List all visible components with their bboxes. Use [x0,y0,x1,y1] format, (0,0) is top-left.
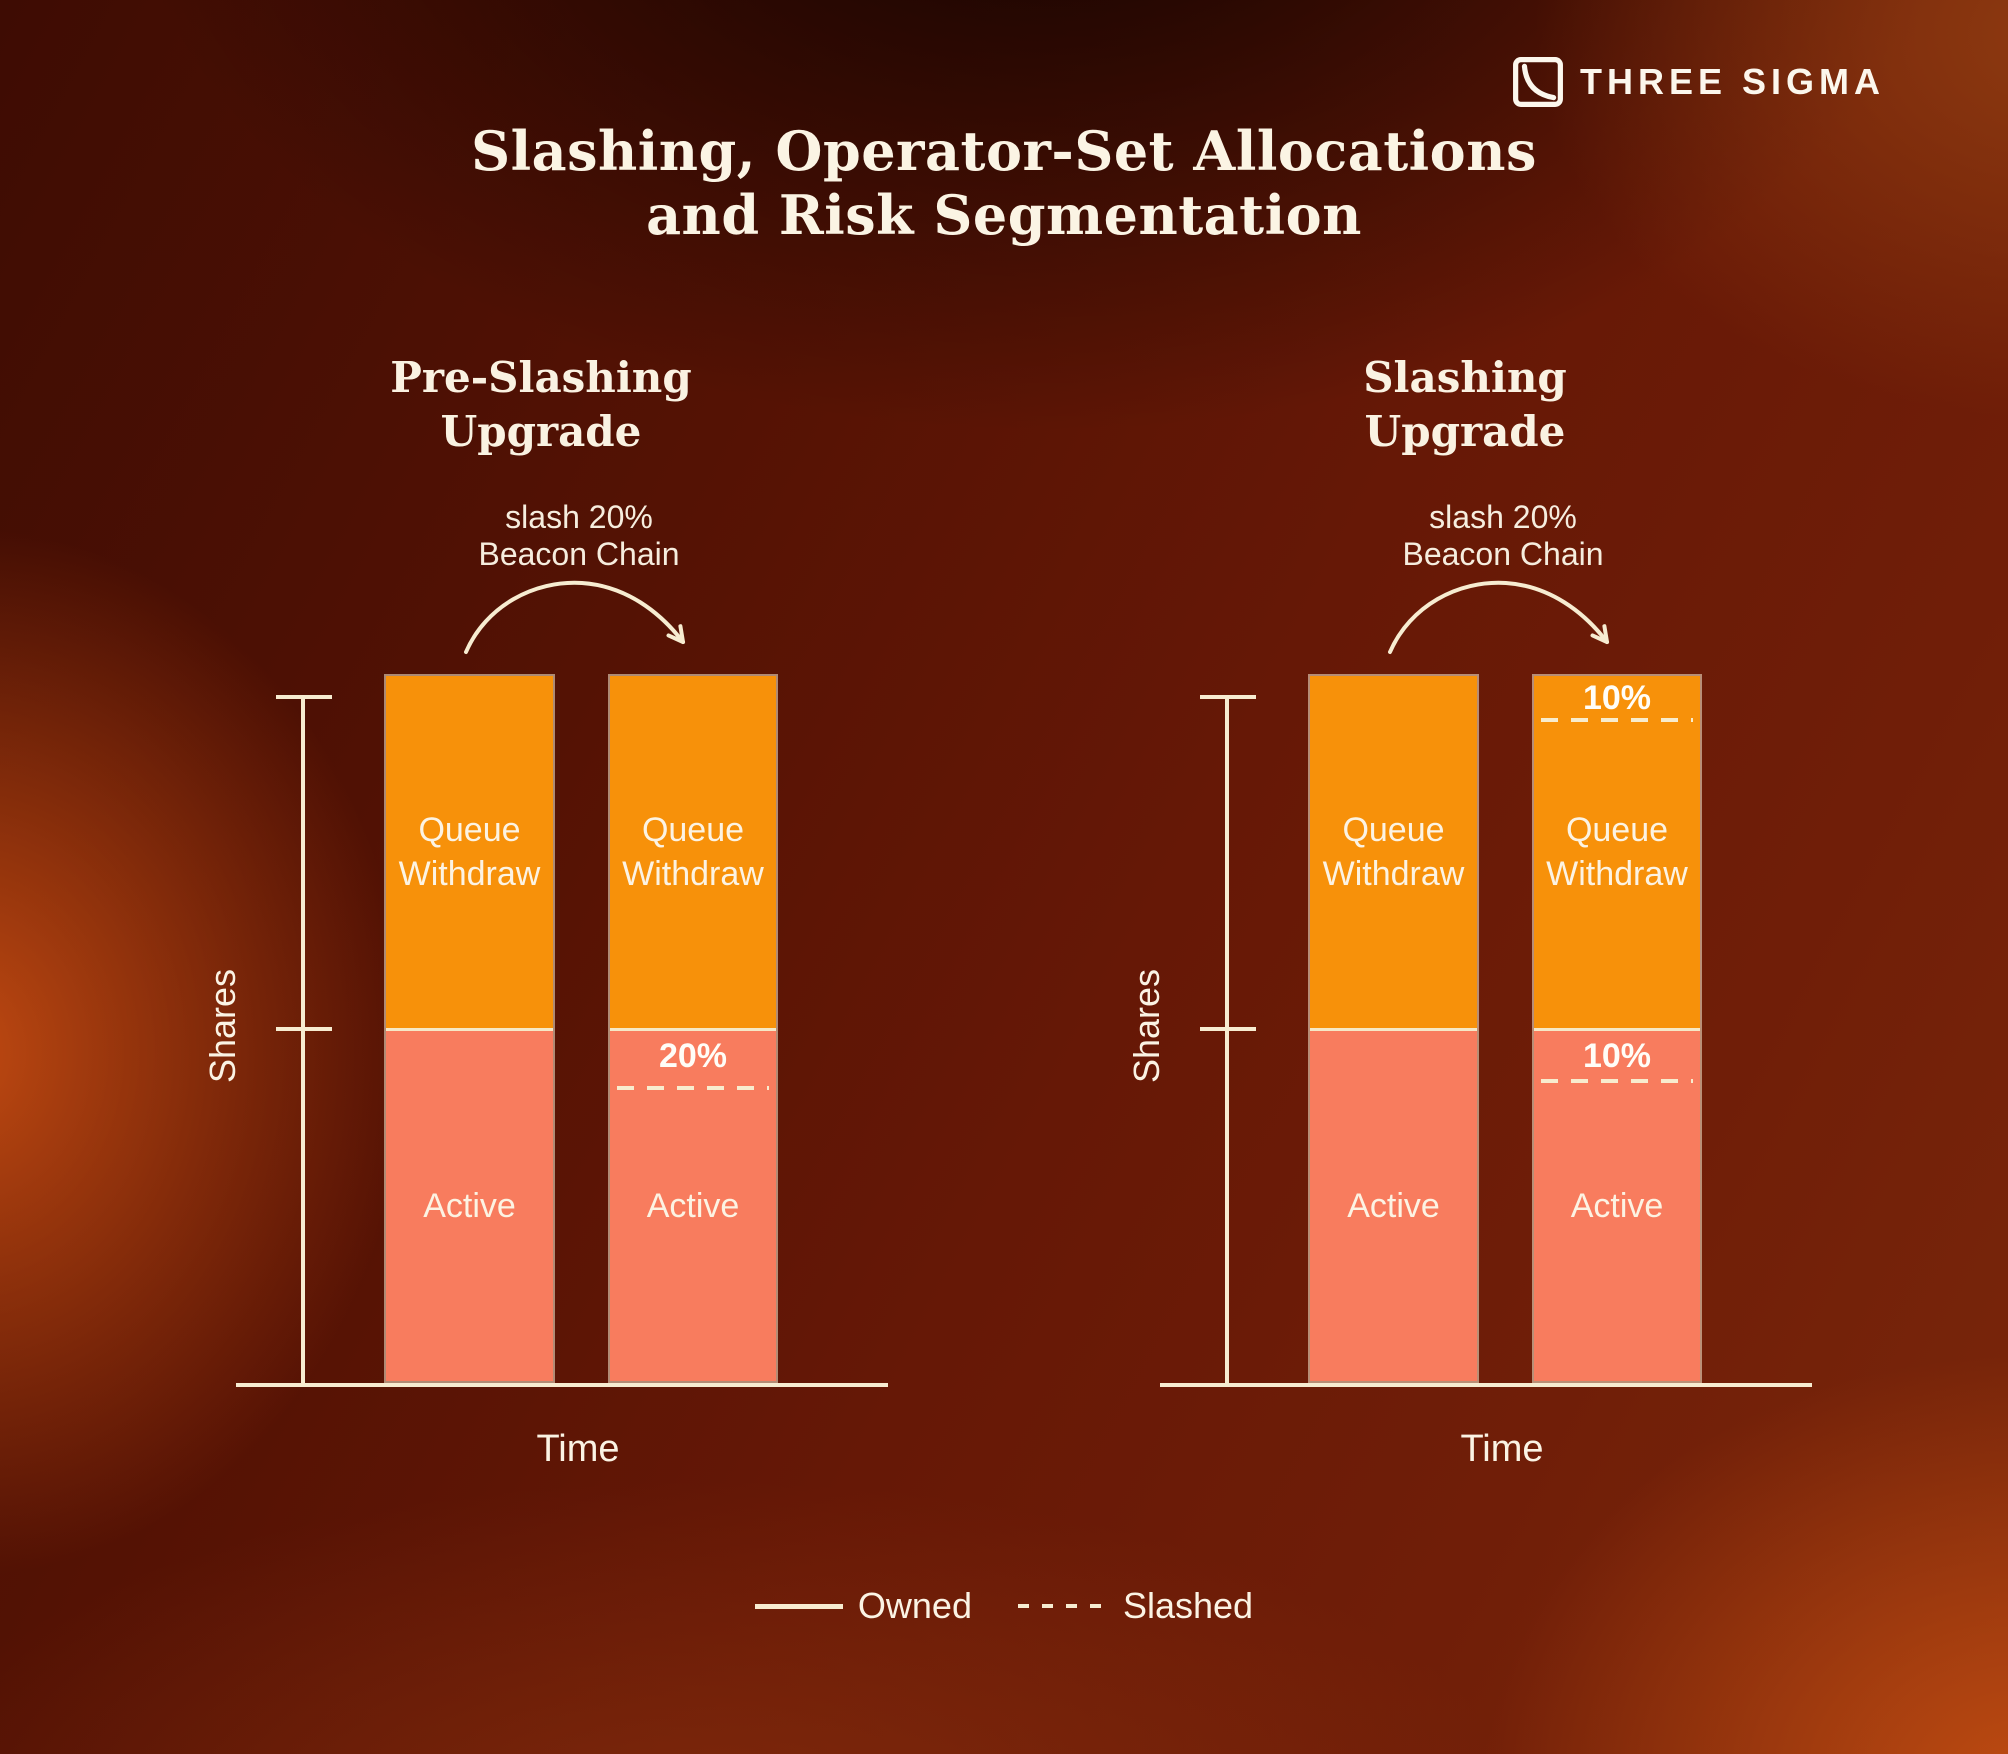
shares-axis-tick-mid [276,1027,332,1031]
legend: Owned Slashed [0,1585,2008,1627]
slash-annotation-line2: Beacon Chain [478,536,680,572]
x-axis-label: Time [1460,1428,1544,1470]
stacked-bar-after-slash: Queue Withdraw 20% Active [608,674,778,1383]
legend-item-owned: Owned [754,1585,972,1627]
shares-axis [1225,697,1229,1385]
slash-annotation: slash 20% Beacon Chain [1353,499,1653,573]
bar-segment-active: Active [1310,1031,1477,1381]
panel-subtitle-line1: Slashing [1363,353,1567,402]
segment-label: Active [423,1187,516,1225]
three-sigma-logo: THREE SIGMA [1512,56,1885,108]
three-sigma-logo-icon [1513,57,1563,107]
three-sigma-logo-text: THREE SIGMA [1580,61,1886,102]
bar-segment-queue-withdraw: 10% Queue Withdraw [1534,676,1700,1031]
panel-slashing-upgrade: Slashing Upgrade slash 20% Beacon Chain … [924,0,1914,1540]
slashed-dashed-line [617,1086,769,1090]
slash-annotation-line2: Beacon Chain [1402,536,1604,572]
stacked-bar-before-slash: Queue Withdraw Active [384,674,555,1383]
slashed-percent-label: 10% [1582,1037,1652,1075]
owned-solid-line-icon [754,1603,843,1609]
stacked-bar-after-slash: 10% Queue Withdraw 10% Active [1532,674,1702,1383]
slash-annotation: slash 20% Beacon Chain [429,499,729,573]
curved-arrow-icon [464,580,685,654]
shares-axis-tick-top [1200,695,1256,699]
segment-label: Queue Withdraw [1546,811,1688,893]
shares-axis-tick-mid [1200,1027,1256,1031]
x-axis-label: Time [536,1428,620,1470]
slashed-percent-label: 20% [658,1037,728,1075]
y-axis-label: Shares [1126,968,1167,1084]
shares-axis-tick-top [276,695,332,699]
bar-segment-active: 20% Active [610,1031,776,1381]
slashed-dashed-line [1541,1079,1693,1083]
slashed-dashed-line [1541,718,1693,722]
slashed-percent-label: 10% [1582,679,1652,717]
segment-label: Active [1570,1187,1664,1225]
segment-label: Active [1347,1187,1440,1225]
bar-segment-active: Active [386,1031,553,1381]
slashed-dashed-line-icon [1017,1604,1108,1608]
slash-annotation-line1: slash 20% [505,499,653,535]
panel-subtitle: Slashing Upgrade [1265,351,1665,459]
legend-item-slashed: Slashed [1017,1585,1254,1627]
panel-subtitle-line1: Pre-Slashing [390,353,692,402]
panel-pre-slashing: Pre-Slashing Upgrade slash 20% Beacon Ch… [0,0,990,1540]
time-axis [236,1383,888,1387]
page-title: Slashing, Operator-Set Allocations and R… [0,119,2008,247]
segment-label: Queue Withdraw [1322,811,1465,893]
slash-annotation-line1: slash 20% [1429,499,1577,535]
page-title-line1: Slashing, Operator-Set Allocations [471,119,1537,183]
segment-label: Queue Withdraw [398,811,541,893]
legend-label-slashed: Slashed [1122,1585,1254,1626]
curved-arrow-icon [1388,580,1609,654]
time-axis [1160,1383,1812,1387]
bar-segment-queue-withdraw: Queue Withdraw [1310,676,1477,1031]
panel-subtitle: Pre-Slashing Upgrade [341,351,741,459]
bar-segment-queue-withdraw: Queue Withdraw [386,676,553,1031]
segment-label: Queue Withdraw [622,811,764,893]
shares-axis [301,697,305,1385]
legend-label-owned: Owned [857,1585,972,1626]
bar-segment-active: 10% Active [1534,1031,1700,1381]
panel-subtitle-line2: Upgrade [440,407,642,456]
y-axis-label: Shares [202,968,243,1084]
page-title-line2: and Risk Segmentation [646,183,1362,247]
panel-subtitle-line2: Upgrade [1364,407,1566,456]
bar-segment-queue-withdraw: Queue Withdraw [610,676,776,1031]
stacked-bar-before-slash: Queue Withdraw Active [1308,674,1479,1383]
segment-label: Active [646,1187,740,1225]
